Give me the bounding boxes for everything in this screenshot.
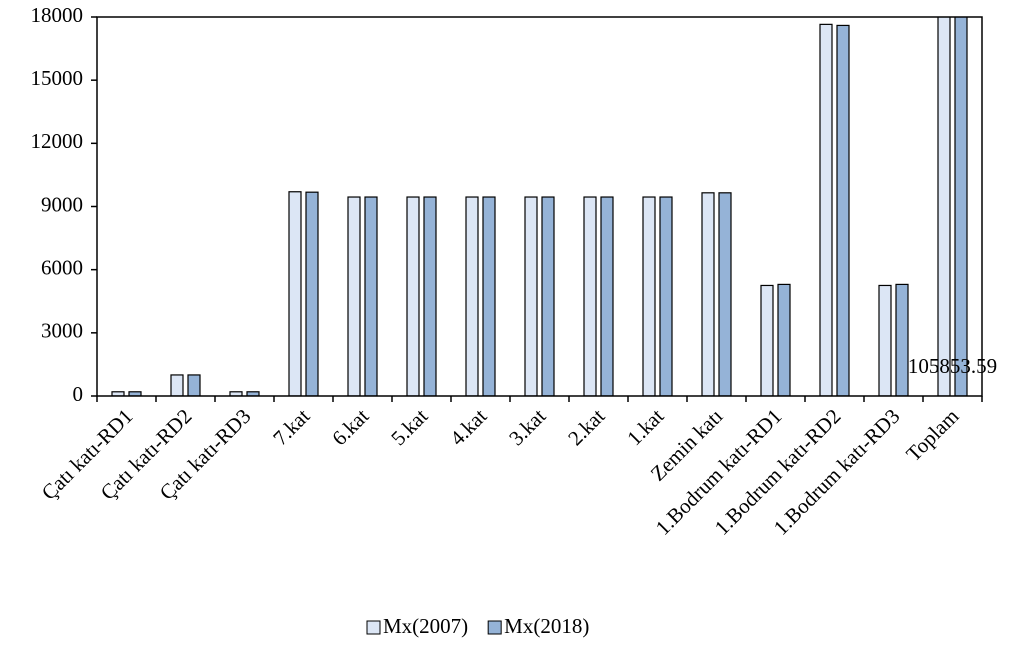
bar <box>659 196 673 396</box>
x-tick-label: 6.kat <box>327 404 373 450</box>
y-tick-label: 6000 <box>41 255 83 279</box>
plot-area <box>111 17 968 396</box>
legend-label: Mx(2018) <box>504 614 589 638</box>
legend-swatch <box>366 620 381 635</box>
y-tick-label: 18000 <box>31 3 84 27</box>
bar <box>600 196 614 396</box>
bar <box>187 374 201 396</box>
x-tick-label: Toplam <box>901 404 963 466</box>
x-tick-label: 2.kat <box>563 404 609 450</box>
bar <box>777 283 791 396</box>
bar <box>836 24 850 396</box>
bar <box>642 196 656 396</box>
y-tick-label: 12000 <box>31 129 84 153</box>
bar <box>465 196 479 396</box>
y-tick-label: 15000 <box>31 66 84 90</box>
bar <box>937 17 951 396</box>
x-tick-label: 4.kat <box>445 404 491 450</box>
bar <box>170 374 184 396</box>
bar <box>819 23 833 396</box>
bar <box>524 196 538 396</box>
bar <box>760 284 774 396</box>
bar <box>288 191 302 396</box>
bar <box>347 196 361 396</box>
bar <box>583 196 597 396</box>
bar <box>878 284 892 396</box>
bar <box>423 196 437 396</box>
bar <box>364 196 378 396</box>
bar <box>305 191 319 396</box>
bar <box>701 192 715 396</box>
bar <box>482 196 496 396</box>
x-tick-label: 3.kat <box>504 404 550 450</box>
x-tick-label: 5.kat <box>386 404 432 450</box>
data-label: 105853.59 <box>908 354 997 378</box>
legend-label: Mx(2007) <box>383 614 468 638</box>
y-tick-label: 9000 <box>41 192 83 216</box>
bar <box>406 196 420 396</box>
bar <box>895 283 909 396</box>
bar <box>541 196 555 396</box>
bar <box>718 192 732 396</box>
y-tick-label: 3000 <box>41 319 83 343</box>
bar <box>954 17 968 396</box>
x-tick-label: 1.kat <box>622 404 668 450</box>
legend-swatch <box>487 620 502 635</box>
y-tick-label: 0 <box>73 382 84 406</box>
x-tick-label: 7.kat <box>268 404 314 450</box>
